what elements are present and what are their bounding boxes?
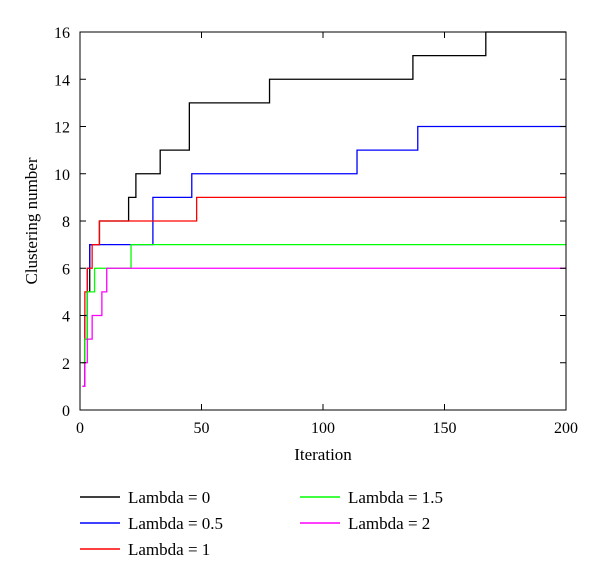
y-tick-label-7: 14: [54, 72, 70, 89]
series-line-3: [82, 243, 566, 364]
series-layer: [82, 31, 566, 388]
y-tick-label-0: 0: [62, 403, 70, 420]
series-line-4: [82, 267, 566, 388]
y-tick-label-4: 8: [62, 214, 70, 231]
y-tick-label-5: 10: [54, 167, 70, 184]
legend: Lambda = 0 Lambda = 0.5 Lambda = 1 Lambda =…: [80, 488, 443, 559]
series-line-0: [82, 31, 566, 388]
legend-label-1: Lambda = 0.5: [128, 514, 223, 533]
legend-label-3: Lambda = 1.5: [348, 488, 443, 507]
x-axis-label: Iteration: [294, 445, 352, 464]
legend-label-4: Lambda = 2: [348, 514, 430, 533]
y-axis-label: Clustering number: [22, 157, 41, 284]
ticks-layer: 0 50 100 150 200 0 2 4 6 8 10 12 14 16: [54, 25, 578, 437]
x-tick-label-2: 100: [311, 420, 335, 437]
y-tick-label-3: 6: [62, 261, 70, 278]
x-tick-label-3: 150: [433, 420, 457, 437]
legend-label-2: Lambda = 1: [128, 540, 210, 559]
x-tick-label-0: 0: [76, 420, 84, 437]
series-line-2: [82, 196, 566, 364]
y-tick-label-8: 16: [54, 25, 70, 42]
x-tick-label-1: 50: [194, 420, 210, 437]
legend-label-0: Lambda = 0: [128, 488, 210, 507]
y-tick-label-6: 12: [54, 120, 70, 137]
x-tick-label-4: 200: [554, 420, 578, 437]
y-tick-label-2: 4: [62, 309, 70, 326]
y-tick-label-1: 2: [62, 356, 70, 373]
